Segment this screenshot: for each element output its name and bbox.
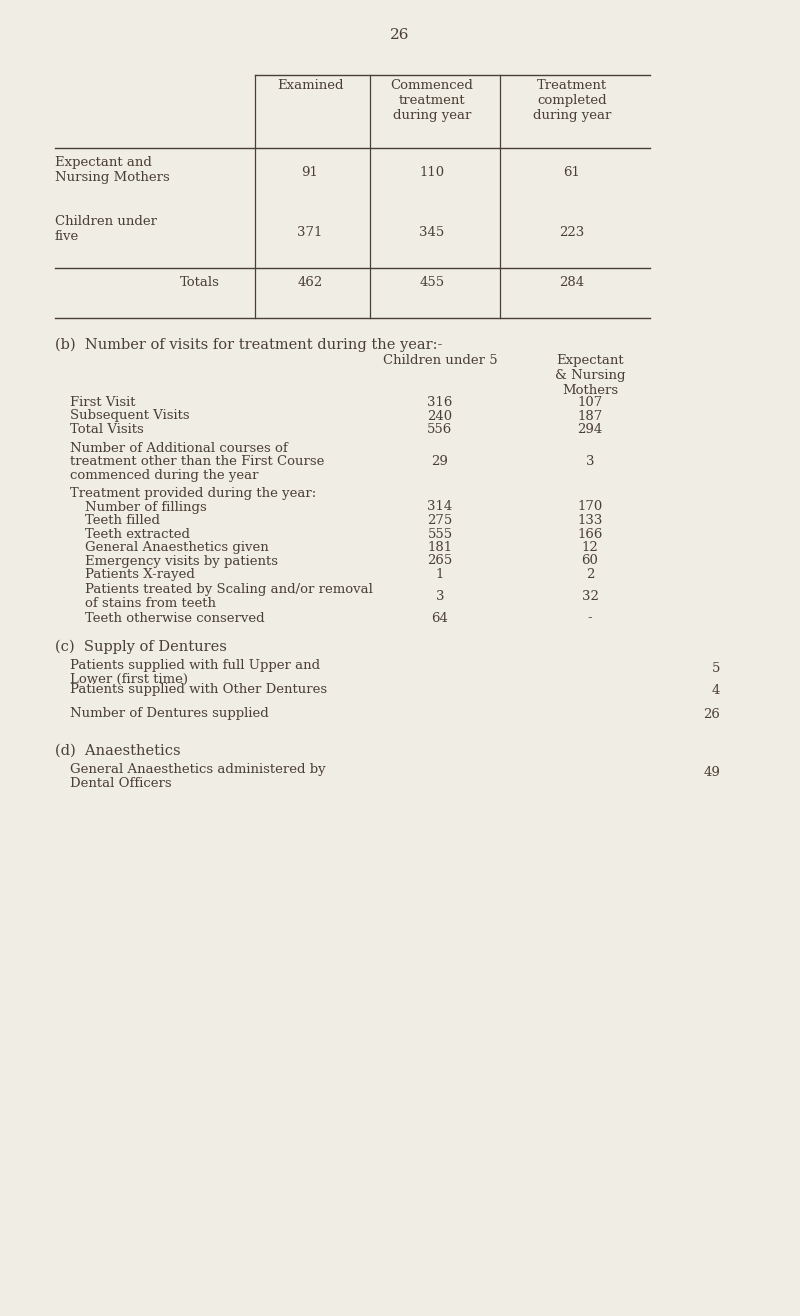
- Text: Teeth extracted: Teeth extracted: [85, 528, 190, 541]
- Text: Patients X-rayed: Patients X-rayed: [85, 569, 195, 580]
- Text: 3: 3: [586, 455, 594, 468]
- Text: 275: 275: [427, 515, 453, 526]
- Text: 110: 110: [419, 166, 445, 179]
- Text: Dental Officers: Dental Officers: [70, 776, 172, 790]
- Text: General Anaesthetics given: General Anaesthetics given: [85, 541, 269, 554]
- Text: 294: 294: [578, 422, 602, 436]
- Text: 166: 166: [578, 528, 602, 541]
- Text: 26: 26: [390, 28, 410, 42]
- Text: Number of fillings: Number of fillings: [85, 500, 206, 513]
- Text: Children under
five: Children under five: [55, 215, 157, 243]
- Text: Totals: Totals: [180, 276, 220, 290]
- Text: (b)  Number of visits for treatment during the year:-: (b) Number of visits for treatment durin…: [55, 338, 442, 353]
- Text: Teeth otherwise conserved: Teeth otherwise conserved: [85, 612, 265, 625]
- Text: 26: 26: [703, 708, 720, 720]
- Text: 316: 316: [427, 396, 453, 409]
- Text: Treatment provided during the year:: Treatment provided during the year:: [70, 487, 316, 500]
- Text: 187: 187: [578, 409, 602, 422]
- Text: 181: 181: [427, 541, 453, 554]
- Text: Teeth filled: Teeth filled: [85, 515, 160, 526]
- Text: 556: 556: [427, 422, 453, 436]
- Text: Emergency visits by patients: Emergency visits by patients: [85, 554, 278, 567]
- Text: 32: 32: [582, 591, 598, 603]
- Text: 284: 284: [559, 276, 585, 290]
- Text: Number of Dentures supplied: Number of Dentures supplied: [70, 708, 269, 720]
- Text: 170: 170: [578, 500, 602, 513]
- Text: Subsequent Visits: Subsequent Visits: [70, 409, 190, 422]
- Text: General Anaesthetics administered by: General Anaesthetics administered by: [70, 763, 326, 776]
- Text: 3: 3: [436, 591, 444, 603]
- Text: Lower (first time): Lower (first time): [70, 672, 188, 686]
- Text: 12: 12: [582, 541, 598, 554]
- Text: (c)  Supply of Dentures: (c) Supply of Dentures: [55, 640, 227, 654]
- Text: 49: 49: [703, 766, 720, 779]
- Text: Total Visits: Total Visits: [70, 422, 144, 436]
- Text: Patients supplied with full Upper and: Patients supplied with full Upper and: [70, 659, 320, 672]
- Text: 240: 240: [427, 409, 453, 422]
- Text: 133: 133: [578, 515, 602, 526]
- Text: 555: 555: [427, 528, 453, 541]
- Text: Children under 5: Children under 5: [382, 354, 498, 367]
- Text: 91: 91: [302, 166, 318, 179]
- Text: Treatment
completed
during year: Treatment completed during year: [533, 79, 611, 122]
- Text: Patients treated by Scaling and/or removal: Patients treated by Scaling and/or remov…: [85, 583, 373, 596]
- Text: 60: 60: [582, 554, 598, 567]
- Text: 462: 462: [298, 276, 322, 290]
- Text: 371: 371: [298, 226, 322, 240]
- Text: (d)  Anaesthetics: (d) Anaesthetics: [55, 744, 181, 758]
- Text: 29: 29: [431, 455, 449, 468]
- Text: 107: 107: [578, 396, 602, 409]
- Text: Expectant and
Nursing Mothers: Expectant and Nursing Mothers: [55, 157, 170, 184]
- Text: 265: 265: [427, 554, 453, 567]
- Text: -: -: [588, 612, 592, 625]
- Text: commenced during the year: commenced during the year: [70, 468, 258, 482]
- Text: Number of Additional courses of: Number of Additional courses of: [70, 441, 288, 454]
- Text: Commenced
treatment
during year: Commenced treatment during year: [390, 79, 474, 122]
- Text: 1: 1: [436, 569, 444, 580]
- Text: Patients supplied with Other Dentures: Patients supplied with Other Dentures: [70, 683, 327, 696]
- Text: First Visit: First Visit: [70, 396, 135, 409]
- Text: 4: 4: [712, 683, 720, 696]
- Text: treatment other than the First Course: treatment other than the First Course: [70, 455, 324, 468]
- Text: 314: 314: [427, 500, 453, 513]
- Text: 64: 64: [431, 612, 449, 625]
- Text: of stains from teeth: of stains from teeth: [85, 597, 216, 611]
- Text: 5: 5: [712, 662, 720, 675]
- Text: Examined: Examined: [277, 79, 343, 92]
- Text: Expectant
& Nursing
Mothers: Expectant & Nursing Mothers: [554, 354, 626, 397]
- Text: 345: 345: [419, 226, 445, 240]
- Text: 61: 61: [563, 166, 581, 179]
- Text: 455: 455: [419, 276, 445, 290]
- Text: 223: 223: [559, 226, 585, 240]
- Text: 2: 2: [586, 569, 594, 580]
